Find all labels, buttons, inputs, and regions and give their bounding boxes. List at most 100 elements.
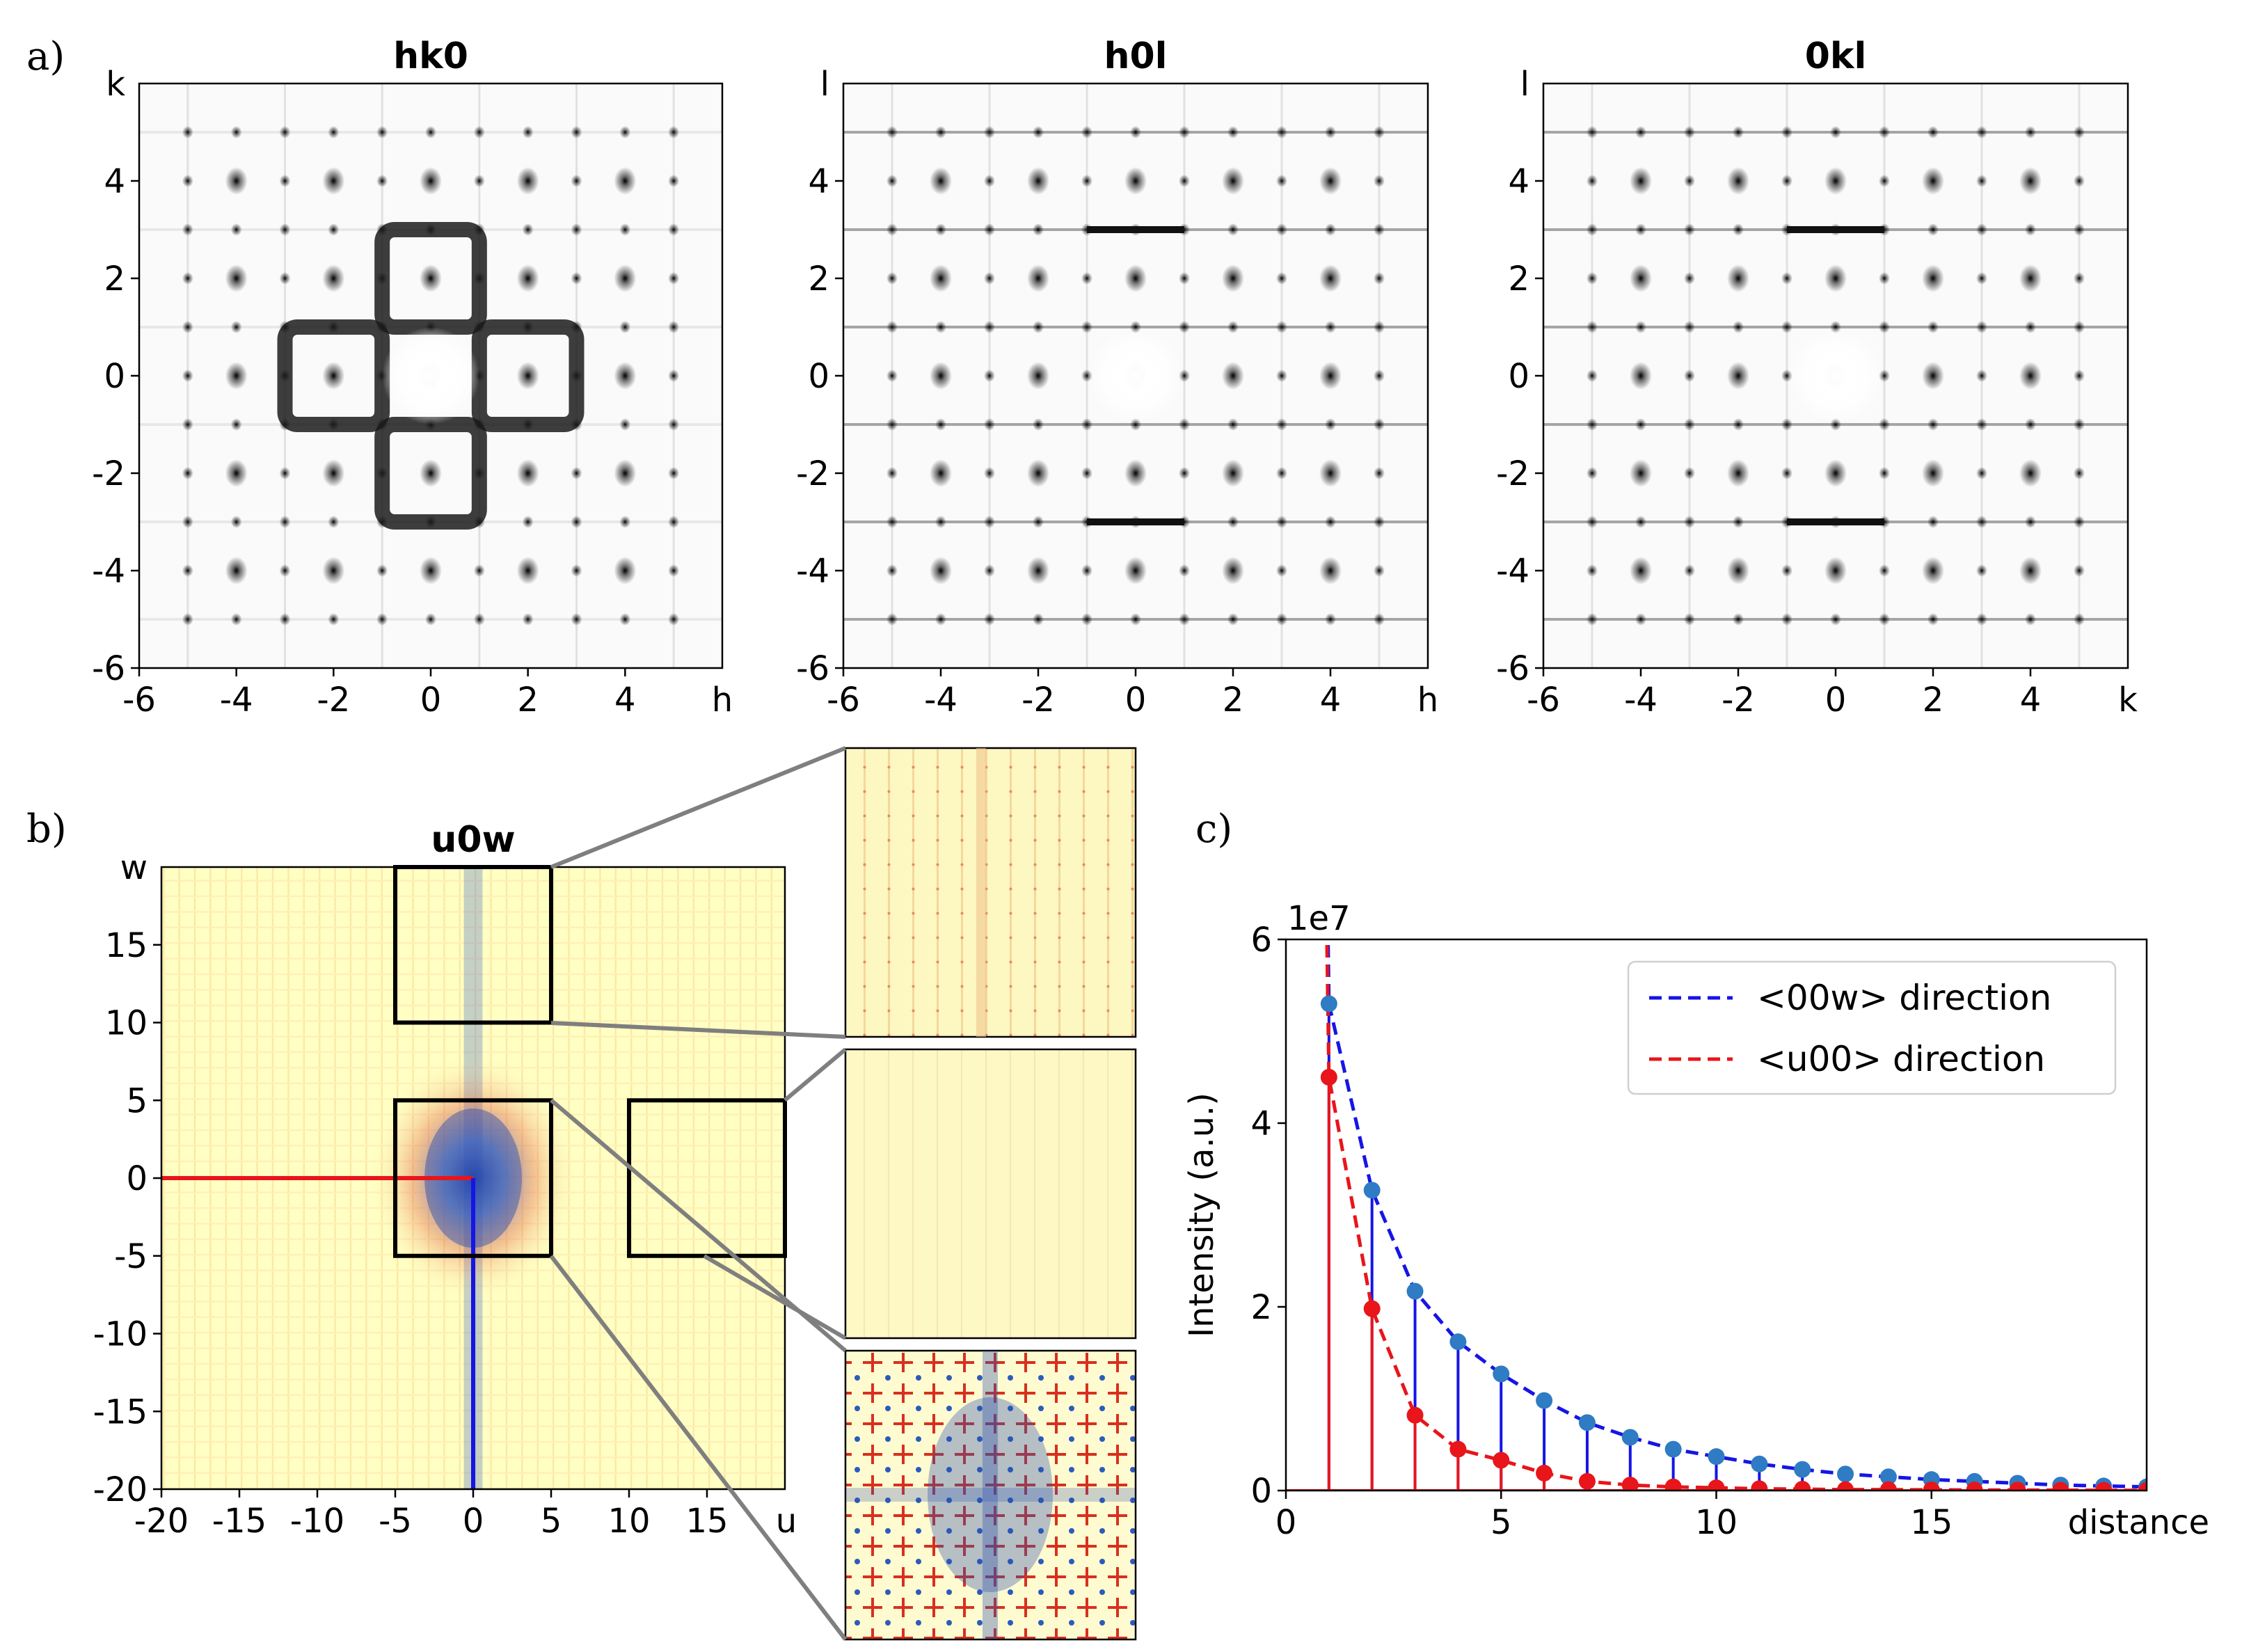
bragg-spot bbox=[1587, 370, 1598, 382]
data-point bbox=[2052, 1482, 2069, 1491]
x-tick-label: 15 bbox=[1910, 1503, 1953, 1542]
bragg-spot bbox=[887, 418, 898, 431]
panel-label-c: c) bbox=[1195, 807, 1232, 852]
bragg-spot bbox=[1374, 370, 1385, 382]
bragg-spot bbox=[1276, 564, 1287, 577]
chart-intensity-profile: 0 5 10 15 distance 0 2 4 6 1e7 Intensity (a.u.) <00… bbox=[1182, 899, 2209, 1542]
bragg-spot bbox=[230, 516, 242, 528]
x-tick-label: -10 bbox=[290, 1502, 344, 1541]
bragg-spot bbox=[1733, 223, 1744, 236]
bragg-spot bbox=[473, 175, 485, 187]
bragg-spot bbox=[2074, 175, 2085, 187]
bragg-spot bbox=[1179, 467, 1190, 479]
zoom-panel-bottom bbox=[844, 1349, 1137, 1641]
bragg-spot bbox=[1027, 264, 1049, 292]
bragg-spot bbox=[668, 467, 680, 479]
bragg-spot bbox=[322, 362, 345, 390]
bragg-spot bbox=[571, 516, 582, 528]
bragg-spot bbox=[1179, 613, 1190, 626]
bragg-spot bbox=[1733, 418, 1744, 431]
bragg-spot bbox=[1879, 175, 1890, 187]
bragg-spot bbox=[2074, 516, 2085, 528]
bragg-spot bbox=[1879, 564, 1890, 577]
bragg-spot bbox=[1727, 459, 1749, 487]
bragg-spot bbox=[230, 418, 242, 431]
bragg-spot bbox=[1635, 613, 1646, 626]
bragg-spot bbox=[182, 564, 193, 577]
bragg-spot bbox=[2074, 613, 2085, 626]
bragg-spot bbox=[668, 321, 680, 333]
x-tick-label: 2 bbox=[1923, 681, 1944, 720]
bragg-spot bbox=[614, 557, 637, 585]
bragg-spot bbox=[1374, 418, 1385, 431]
bragg-spot bbox=[376, 613, 388, 626]
bragg-spot bbox=[1781, 126, 1792, 138]
bragg-spot bbox=[225, 264, 248, 292]
bragg-spot bbox=[1635, 223, 1646, 236]
y-tick-label: 2 bbox=[1508, 260, 1529, 299]
bragg-spot bbox=[571, 613, 582, 626]
bragg-spot bbox=[614, 167, 637, 195]
bragg-spot bbox=[1781, 467, 1792, 479]
chart-0kl: 0kl -6 -4 -2 0 2 4 k -6 -4 -2 0 2 4 l bbox=[1496, 35, 2138, 720]
y-axis-label: l bbox=[1520, 65, 1529, 104]
y-tick-label: 4 bbox=[1508, 162, 1529, 201]
bragg-spot bbox=[1824, 557, 1847, 585]
x-tick-label: 15 bbox=[685, 1502, 728, 1541]
diffuse-bar bbox=[1087, 226, 1184, 233]
bragg-spot bbox=[1824, 264, 1847, 292]
chart-title: u0w bbox=[431, 819, 515, 861]
bragg-spot bbox=[420, 264, 442, 292]
data-point bbox=[2095, 1482, 2113, 1491]
bragg-spot bbox=[2074, 418, 2085, 431]
x-tick-label: 10 bbox=[607, 1502, 650, 1541]
bragg-spot bbox=[1033, 321, 1044, 333]
bragg-spot bbox=[1976, 467, 1987, 479]
x-tick-label: 4 bbox=[1320, 681, 1342, 720]
data-point bbox=[1879, 1481, 1897, 1491]
bragg-spot bbox=[984, 321, 995, 333]
x-axis-label: h bbox=[1417, 681, 1438, 720]
bragg-spot bbox=[230, 126, 242, 138]
x-tick-label: 0 bbox=[463, 1502, 484, 1541]
bragg-spot bbox=[1733, 321, 1744, 333]
bragg-spot bbox=[2025, 321, 2036, 333]
bragg-spot bbox=[230, 223, 242, 236]
bragg-spot bbox=[1325, 223, 1336, 236]
bragg-spot bbox=[1124, 167, 1147, 195]
bragg-spot bbox=[182, 272, 193, 285]
bragg-spot bbox=[1781, 564, 1792, 577]
bragg-spot bbox=[1630, 167, 1652, 195]
bragg-spot bbox=[984, 564, 995, 577]
bragg-spot bbox=[522, 613, 534, 626]
bragg-spot bbox=[1587, 564, 1598, 577]
bragg-spot bbox=[1222, 167, 1244, 195]
bragg-spot bbox=[1222, 557, 1244, 585]
bragg-spot bbox=[322, 264, 345, 292]
y-tick-label: -4 bbox=[796, 552, 829, 591]
bragg-spot bbox=[279, 613, 291, 626]
bragg-spot bbox=[1781, 272, 1792, 285]
bragg-spot bbox=[1222, 264, 1244, 292]
bragg-spot bbox=[1374, 272, 1385, 285]
y-tick-label: -4 bbox=[92, 552, 125, 591]
bragg-spot bbox=[1922, 557, 1944, 585]
bragg-spot bbox=[1124, 557, 1147, 585]
bragg-spot bbox=[2019, 557, 2042, 585]
y-axis-label: l bbox=[820, 65, 829, 104]
bragg-spot bbox=[1684, 126, 1695, 138]
bragg-spot bbox=[1325, 321, 1336, 333]
bragg-spot bbox=[1684, 223, 1695, 236]
bragg-spot bbox=[279, 272, 291, 285]
bragg-spot bbox=[2074, 223, 2085, 236]
bragg-spot bbox=[984, 175, 995, 187]
bragg-spot bbox=[1027, 167, 1049, 195]
bragg-spot bbox=[1374, 516, 1385, 528]
bragg-spot bbox=[225, 167, 248, 195]
bragg-spot bbox=[376, 126, 388, 138]
bragg-spot bbox=[619, 613, 631, 626]
fit-curve bbox=[1326, 939, 2147, 1489]
bragg-spot bbox=[1830, 126, 1841, 138]
bragg-spot bbox=[279, 175, 291, 187]
y-tick-label: 4 bbox=[808, 162, 829, 201]
